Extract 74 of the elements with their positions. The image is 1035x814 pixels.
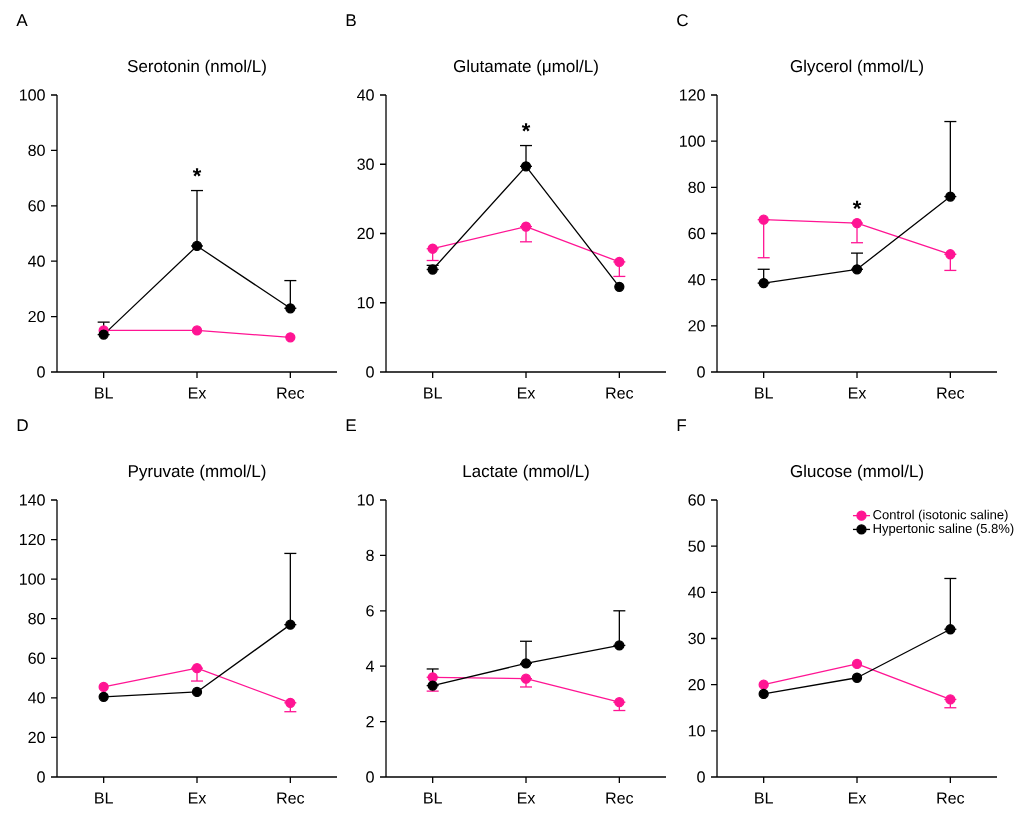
y-tick-label: 4 [365,660,375,672]
annotation: * [521,123,531,132]
y-tick-label: 40 [28,692,45,704]
y-tick-label: 40 [357,89,374,101]
y-tick-label: 30 [688,632,705,645]
y-tick-label: 30 [357,158,374,170]
y-tick-label: 120 [680,89,705,101]
x-tick-label: Ex [188,792,207,804]
y-tick-label: 0 [697,771,705,783]
y-tick-label: 100 [680,135,705,147]
y-tick-label: 60 [688,494,705,506]
x-tick-label: BL [755,387,773,399]
x-tick-label: Rec [937,792,965,804]
y-tick-label: 20 [28,731,45,744]
y-tick-label: 100 [19,573,45,585]
y-tick-label: 10 [357,297,374,309]
y-tick-label: 6 [366,605,374,617]
x-tick-label: Rec [277,792,305,804]
annotation: * [192,168,202,177]
text: D [17,419,28,432]
y-tick-label: 20 [688,320,705,332]
chart-title: Pyruvate (mmol/L) [128,464,266,481]
y-tick-label: 0 [366,366,374,378]
x-tick-label: Ex [517,387,536,399]
y-tick-label: 50 [688,540,705,552]
text: E [346,419,356,432]
y-tick-label: 8 [366,549,374,562]
x-tick-label: Rec [606,792,634,804]
text: C [677,14,688,27]
x-tick-label: Ex [848,792,867,804]
y-tick-label: 40 [688,274,705,286]
y-tick-label: 0 [37,366,45,378]
text: F [677,419,687,432]
y-tick-label: 60 [28,200,45,212]
text: A [16,14,28,27]
chart-title: Glutamate (μmol/L) [453,59,598,76]
y-tick-label: 100 [19,89,45,101]
y-tick-label: 40 [28,255,45,267]
y-tick-label: 60 [688,227,705,240]
x-tick-label: Ex [848,387,867,399]
y-tick-label: 2 [366,716,374,728]
y-tick-label: 40 [688,586,705,598]
x-tick-label: BL [424,387,442,399]
y-tick-label: 80 [28,144,45,157]
x-tick-label: BL [95,387,113,399]
y-tick-label: 10 [357,494,374,506]
y-tick-label: 80 [28,613,45,625]
legend-label: Hypertonic saline (5.8%) [873,523,1014,536]
y-tick-label: 140 [19,494,45,506]
y-tick-label: 20 [357,227,374,240]
x-tick-label: Ex [188,387,207,399]
y-tick-label: 20 [28,310,45,323]
y-tick-label: 10 [688,725,705,737]
text: B [346,14,356,27]
chart-title: Glucose (mmol/L) [790,464,923,481]
y-tick-label: 0 [366,771,374,783]
y-tick-label: 120 [19,533,45,546]
x-tick-label: Rec [937,387,965,399]
chart-title: Glycerol (mmol/L) [790,59,923,76]
x-tick-label: Rec [606,387,634,399]
x-tick-label: BL [95,792,113,804]
x-tick-label: BL [424,792,442,804]
chart-title: Serotonin (nmol/L) [127,59,266,76]
y-tick-label: 0 [697,366,705,378]
y-tick-label: 80 [688,181,705,193]
x-tick-label: BL [755,792,773,804]
y-tick-label: 60 [28,652,45,664]
y-tick-label: 0 [37,771,45,783]
x-tick-label: Rec [277,387,305,399]
chart-title: Lactate (mmol/L) [463,464,589,481]
x-tick-label: Ex [517,792,536,804]
annotation: * [852,200,862,209]
legend-label: Control (isotonic saline) [873,509,1008,522]
y-tick-label: 20 [688,679,705,691]
